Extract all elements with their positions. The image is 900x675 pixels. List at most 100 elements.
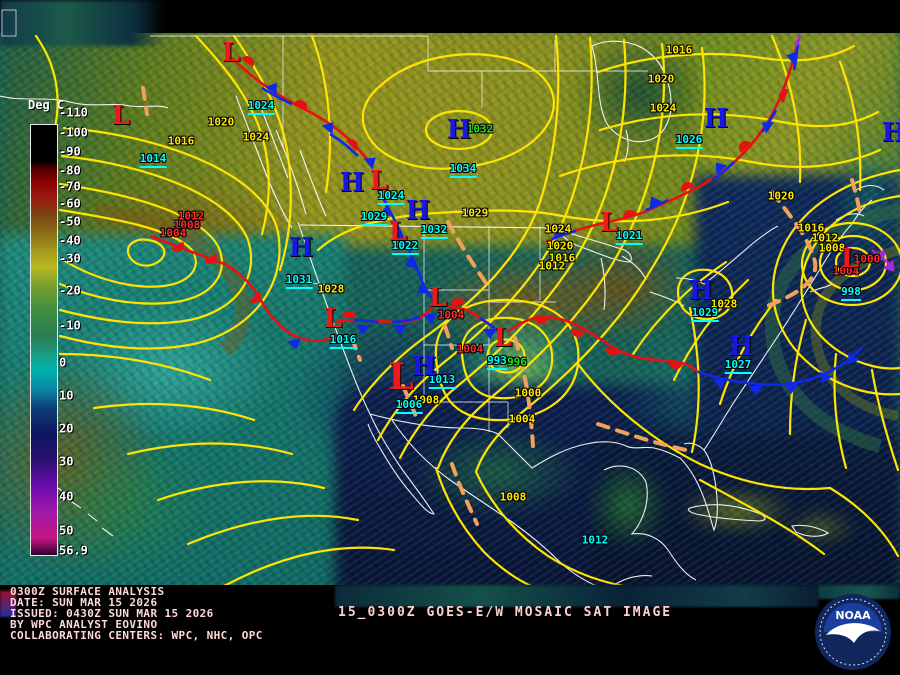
low-pressure-center-symbol: L	[599, 208, 619, 238]
pressure-value-label: 1028	[317, 282, 345, 296]
pressure-value-label: 1029	[691, 306, 719, 322]
high-pressure-center-symbol: H	[405, 196, 431, 226]
cloud-swirl-strokes	[95, 203, 900, 453]
high-pressure-center-symbol: H	[339, 168, 365, 198]
footer-line-analysis-title: 0300Z SURFACE ANALYSIS	[10, 585, 165, 598]
footer-line-issued: ISSUED: 0430Z SUN MAR 15 2026	[10, 607, 214, 620]
sat-region-mexico-cloud	[410, 425, 585, 520]
colorbar-tick-label: 10	[59, 388, 74, 403]
colorbar-tick-label: -80	[59, 163, 81, 178]
low-pressure-center-symbol: L	[388, 217, 408, 247]
stationary-front-northwest	[231, 53, 381, 170]
pressure-value-label: 1024	[247, 99, 275, 115]
high-pressure-center-symbol: H	[446, 115, 472, 145]
low-pressure-center-symbol: L	[428, 283, 448, 313]
pressure-value-label: 1000	[514, 386, 542, 400]
sat-region-newfoundland-teal	[835, 135, 900, 265]
high-pressure-center-symbol: H	[728, 332, 754, 362]
front-lines	[149, 35, 900, 396]
low-pressure-center-symbol: L	[111, 101, 131, 131]
colorbar-tick-label: 30	[59, 454, 74, 469]
satellite-image-caption: 15_0300Z GOES-E/W MOSAIC SAT IMAGE	[338, 605, 673, 620]
high-pressure-center-symbol: H	[411, 352, 437, 382]
low-pressure-center-symbol: L	[388, 356, 414, 398]
warm-front-southeast	[507, 315, 699, 373]
pressure-value-label: 1004	[159, 226, 187, 240]
footer-line-collaborating: COLLABORATING CENTERS: WPC, NHC, OPC	[10, 629, 263, 642]
pressure-value-label: 1024	[377, 189, 405, 205]
sat-region-hispaniola-green	[785, 510, 855, 545]
colorbar-tick-label: -30	[59, 251, 81, 266]
trough-lines	[141, 86, 862, 526]
low-pressure-center-symbol: L	[840, 244, 860, 274]
pressure-value-label: 1029	[360, 210, 388, 226]
pressure-value-label: 1008	[818, 241, 846, 255]
pressure-value-label: 1027	[724, 358, 752, 374]
pressure-value-label: 993	[487, 354, 507, 370]
colorbar-tick-label: -40	[59, 233, 81, 248]
colorbar-tick-label: -10	[59, 318, 81, 333]
low-pressure-center-symbol: L	[369, 166, 389, 196]
pressure-value-label: 1004	[437, 308, 465, 322]
pressure-value-label: 1006	[395, 398, 423, 414]
footer-sat-strip-right	[818, 585, 900, 599]
high-pressure-center-symbol: H	[688, 276, 714, 306]
pressure-value-label: 1022	[391, 239, 419, 255]
pressure-value-label: 1032	[466, 122, 494, 136]
footer-colorbar-remnant	[0, 591, 16, 617]
pressure-value-label: 1020	[546, 239, 574, 253]
pressure-value-label: 1012	[430, 368, 458, 382]
pressure-value-label: 1008	[412, 393, 440, 407]
pressure-value-label: 1012	[177, 209, 205, 223]
noaa-logo-graphic: NOAA	[815, 594, 891, 670]
footer-line-date: DATE: SUN MAR 15 2026	[10, 596, 158, 609]
footer-sat-strip-center	[335, 585, 818, 607]
noaa-logo-text: NOAA	[835, 609, 871, 622]
pressure-value-label: 1012	[581, 533, 609, 547]
colorbar-tick-label: -70	[59, 179, 81, 194]
temperature-colorbar	[30, 124, 58, 556]
colorbar-tick-label: -100	[59, 125, 88, 140]
pressure-value-label: 1029	[461, 206, 489, 220]
cold-front-rockies	[376, 189, 437, 302]
colorbar-tick-label: 56.9	[59, 543, 88, 558]
satellite-mosaic-background	[0, 0, 900, 588]
colorbar-tick-label: -110	[59, 105, 88, 120]
pressure-value-label: 998	[841, 285, 861, 301]
colorbar-tick-label: 50	[59, 523, 74, 538]
colorbar-title: Deg C	[28, 98, 65, 112]
pressure-value-label: 1016	[665, 43, 693, 57]
pressure-value-label: 996	[507, 355, 527, 369]
sat-region-cuba-green	[682, 488, 792, 533]
colorbar-tick-label: -60	[59, 196, 81, 211]
pressure-value-label: 1024	[544, 222, 572, 236]
sat-region-yucatan-green	[588, 460, 668, 550]
high-pressure-center-symbol: H	[703, 104, 729, 134]
pressure-value-label: 1000	[853, 252, 881, 266]
stationary-front-northeast	[545, 35, 802, 244]
high-pressure-center-symbol: H	[881, 118, 900, 148]
pressure-value-label: 1016	[167, 134, 195, 148]
pressure-value-label: 1034	[449, 162, 477, 178]
pressure-value-label: 1024	[649, 101, 677, 115]
pressure-value-label: 1004	[832, 264, 860, 278]
footer-line-analyst: BY WPC ANALYST EOVINO	[10, 618, 158, 631]
pressure-value-label: 1016	[548, 251, 576, 265]
pressure-value-label: 1014	[139, 152, 167, 168]
low-pressure-center-symbol: L	[493, 323, 513, 353]
colorbar-tick-label: -20	[59, 283, 81, 298]
high-pressure-center-symbol: H	[288, 233, 314, 263]
pressure-value-label: 1020	[647, 72, 675, 86]
noaa-logo: NOAA	[814, 593, 892, 671]
cold-front-atlantic	[697, 347, 863, 396]
footer-black-band	[0, 585, 900, 675]
pressure-value-label: 1012	[538, 259, 566, 273]
pressure-value-label: 1021	[615, 229, 643, 245]
pressure-value-label: 1026	[675, 133, 703, 149]
sat-noise-texture	[0, 0, 900, 588]
pressure-value-label: 1028	[710, 297, 738, 311]
pressure-value-label: 1024	[242, 130, 270, 144]
